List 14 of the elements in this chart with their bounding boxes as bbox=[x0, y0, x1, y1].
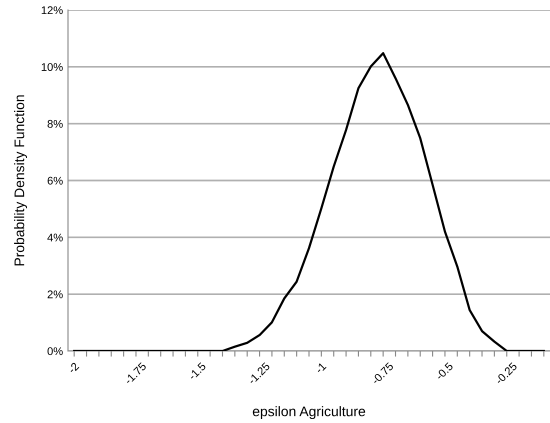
y-tick-label: 10% bbox=[42, 63, 63, 71]
x-tick-label: -1.5 bbox=[188, 362, 206, 380]
line-series bbox=[73, 52, 545, 351]
y-axis-title: Probability Density Function bbox=[14, 95, 28, 266]
y-tick-label: 0% bbox=[48, 347, 63, 356]
x-tick-label: -0.5 bbox=[435, 362, 454, 380]
y-tick-label: 2% bbox=[48, 290, 63, 298]
y-tick-label: 8% bbox=[48, 120, 63, 128]
x-axis-title: epsilon Agriculture bbox=[252, 406, 366, 420]
x-tick-label: -2 bbox=[68, 362, 80, 374]
y-tick-label: 6% bbox=[48, 176, 63, 185]
x-tick-label: -1 bbox=[314, 362, 326, 374]
y-tick-label: 4% bbox=[47, 234, 63, 242]
y-tick-label: 12% bbox=[42, 6, 63, 14]
